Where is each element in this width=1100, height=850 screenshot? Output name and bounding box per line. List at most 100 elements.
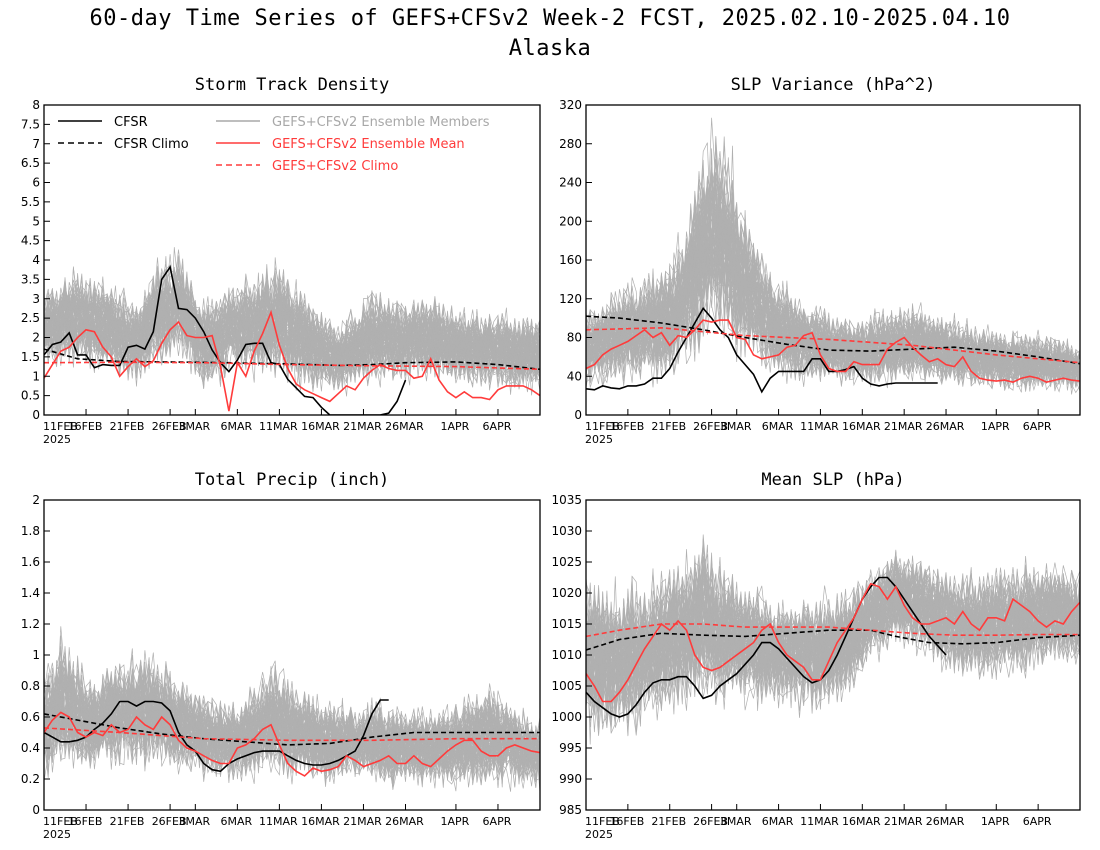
x-tick-label: 26FEB	[152, 815, 187, 828]
x-tick-label: 16MAR	[301, 815, 340, 828]
panel-title-mean-slp: Mean SLP (hPa)	[761, 470, 905, 490]
y-tick-label: 120	[559, 292, 582, 306]
series-line-cfsr-climo	[586, 629, 1080, 651]
x-tick-label: 11MAR	[800, 815, 839, 828]
x-tick-label: 11FEB	[585, 815, 620, 828]
x-tick-label: 26MAR	[385, 815, 424, 828]
legend-label: GEFS+CFSv2 Ensemble Mean	[272, 137, 465, 152]
ensemble-member-line	[44, 274, 540, 388]
y-tick-label: 320	[559, 98, 582, 112]
x-year-label: 2025	[43, 828, 71, 841]
x-tick-label: 11MAR	[259, 815, 298, 828]
y-tick-label: 1.4	[21, 586, 40, 600]
series-line-gefs-cfsv2-ensemble-mean	[44, 309, 540, 412]
y-tick-label: 8	[32, 98, 40, 112]
x-tick-label: 21FEB	[110, 815, 145, 828]
y-tick-label: 1	[32, 369, 40, 383]
ensemble-member-line	[44, 287, 540, 390]
x-tick-label: 6MAR	[762, 420, 794, 433]
plot-area	[44, 247, 540, 415]
ensemble-member-line	[44, 260, 540, 378]
x-year-label: 2025	[43, 433, 71, 446]
x-tick-label: 11FEB	[43, 420, 78, 433]
series-line-cfsr	[586, 307, 938, 394]
ensemble-member-line	[44, 289, 540, 381]
panel-title-storm-track: Storm Track Density	[194, 75, 390, 95]
ensemble-member-line	[586, 212, 1080, 388]
ensemble-member-line	[44, 652, 540, 786]
ensemble-member-line	[44, 683, 540, 776]
y-tick-label: 6	[32, 176, 40, 190]
x-tick-label: 21MAR	[343, 420, 382, 433]
ensemble-member-line	[586, 179, 1080, 391]
x-tick-label: 16MAR	[842, 420, 881, 433]
ensemble-members	[586, 117, 1080, 395]
chart-panel-1: 00.511.522.533.544.555.566.577.5811FEB16…	[21, 98, 541, 446]
y-tick-label: 280	[559, 137, 582, 151]
ensemble-member-line	[44, 279, 540, 384]
y-tick-label: 2	[32, 331, 40, 345]
x-year-label: 2025	[585, 433, 613, 446]
x-tick-label: 21FEB	[651, 420, 686, 433]
series-line-cfsr-climo	[44, 713, 540, 746]
x-tick-label: 11MAR	[800, 420, 839, 433]
x-tick-label: 3MAR	[178, 420, 210, 433]
y-tick-label: 7.5	[21, 117, 40, 131]
ensemble-member-line	[586, 564, 1080, 721]
ensemble-member-line	[44, 669, 540, 783]
x-tick-label: 21MAR	[343, 815, 382, 828]
y-tick-label: 160	[559, 253, 582, 267]
ensemble-member-line	[586, 192, 1080, 389]
x-tick-label: 11FEB	[43, 815, 78, 828]
x-tick-label: 1APR	[441, 420, 470, 433]
x-tick-label: 16FEB	[609, 815, 644, 828]
y-tick-label: 200	[559, 214, 582, 228]
series-line-gefs-cfsv2-climo	[44, 361, 540, 371]
ensemble-member-line	[586, 197, 1080, 385]
y-tick-label: 0.8	[21, 679, 40, 693]
y-tick-label: 4	[32, 253, 40, 267]
y-tick-label: 1035	[551, 493, 582, 507]
x-tick-label: 26FEB	[693, 420, 728, 433]
y-tick-label: 240	[559, 176, 582, 190]
y-tick-label: 1020	[551, 586, 582, 600]
x-tick-label: 16FEB	[68, 815, 103, 828]
y-tick-label: 0	[574, 408, 582, 422]
y-tick-label: 40	[567, 369, 582, 383]
x-tick-label: 21FEB	[651, 815, 686, 828]
legend-label: GEFS+CFSv2 Climo	[272, 159, 398, 174]
series-line-gefs-cfsv2-climo	[44, 727, 540, 742]
y-tick-label: 1015	[551, 617, 582, 631]
y-tick-label: 985	[559, 803, 582, 817]
series-line-cfsr	[586, 576, 947, 718]
plot-area	[586, 117, 1080, 395]
x-tick-label: 16MAR	[301, 420, 340, 433]
x-year-label: 2025	[585, 828, 613, 841]
y-tick-label: 0	[32, 803, 40, 817]
x-tick-label: 21FEB	[110, 420, 145, 433]
y-tick-label: 0.6	[21, 710, 40, 724]
ensemble-member-line	[44, 626, 540, 780]
x-tick-label: 6APR	[1023, 420, 1052, 433]
legend-label: GEFS+CFSv2 Ensemble Members	[272, 115, 490, 130]
series-line-cfsr-climo	[44, 348, 540, 371]
y-tick-label: 0	[32, 408, 40, 422]
plot-area	[44, 626, 540, 794]
x-tick-label: 1APR	[981, 420, 1010, 433]
legend: CFSR CFSR Climo GEFS+CFSv2 Ensemble Member…	[58, 115, 490, 174]
series-line-gefs-cfsv2-climo	[586, 326, 1080, 364]
panel-title-slp-variance: SLP Variance (hPa^2)	[730, 75, 936, 95]
x-tick-label: 21MAR	[884, 420, 923, 433]
y-tick-label: 2	[32, 493, 40, 507]
x-tick-label: 3MAR	[720, 815, 752, 828]
legend-label: CFSR Climo	[114, 137, 189, 152]
x-tick-label: 16FEB	[609, 420, 644, 433]
y-tick-label: 1000	[551, 710, 582, 724]
series-line-gefs-cfsv2-climo	[586, 623, 1080, 638]
plot-area	[586, 534, 1080, 745]
y-tick-label: 1.6	[21, 555, 40, 569]
x-tick-label: 11MAR	[259, 420, 298, 433]
